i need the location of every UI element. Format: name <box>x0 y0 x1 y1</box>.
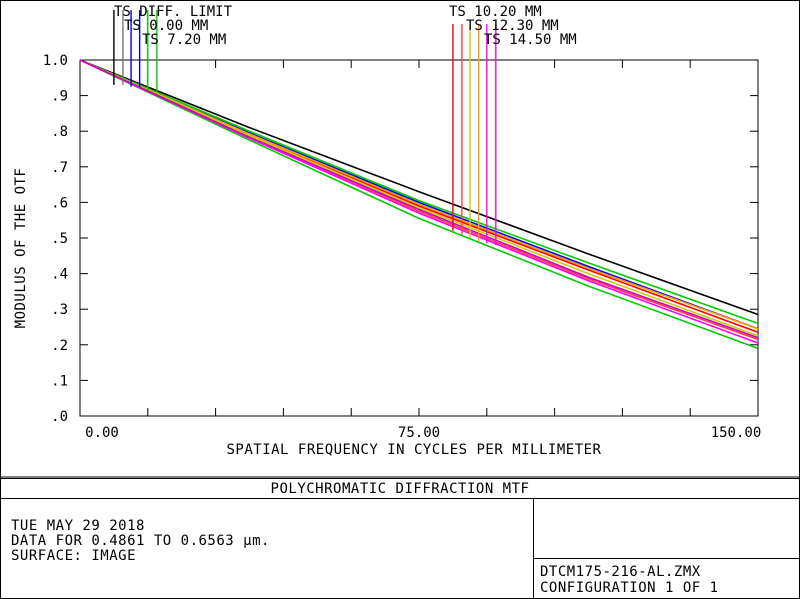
file-info-box <box>533 558 800 599</box>
legend-label-right-1: TS 12.30 MM <box>466 18 559 34</box>
legend-label-left-2: TS 7.20 MM <box>142 32 226 48</box>
series-line-3 <box>79 59 759 350</box>
legend-label-right-0: TS 10.20 MM <box>449 4 542 20</box>
y-tick-label-8: .8 <box>51 124 68 140</box>
legend-label-left-1: TS 0.00 MM <box>124 18 208 34</box>
y-axis-label: MODULUS OF THE OTF <box>13 168 29 329</box>
mtf-chart: .0 .1 .2 .3 .4 .5 .6 .7 .8 .9 1.0 0.00 75.00 150.00 SP… <box>0 4 800 478</box>
x-tick-label-0: 0.00 <box>85 425 119 441</box>
surface-text: SURFACE: IMAGE <box>11 548 137 564</box>
configuration-text: CONFIGURATION 1 OF 1 <box>540 580 719 596</box>
info-panel: TUE MAY 29 2018 DATA FOR 0.4861 TO 0.656… <box>0 498 534 599</box>
y-tick-label-2: .2 <box>51 338 68 354</box>
series-line-9 <box>79 59 759 339</box>
series-line-0 <box>79 59 759 316</box>
file-name-text: DTCM175-216-AL.ZMX <box>540 564 701 580</box>
legend-label-right-2: TS 14.50 MM <box>484 32 577 48</box>
x-axis-label: SPATIAL FREQUENCY IN CYCLES PER MILLIMET… <box>226 442 601 458</box>
y-tick-label-9: .9 <box>51 89 68 105</box>
series-line-7 <box>79 59 759 337</box>
y-tick-label-5: .5 <box>51 231 68 247</box>
y-tick-label-10: 1.0 <box>43 53 68 69</box>
y-tick-label-7: .7 <box>51 160 68 176</box>
y-tick-label-1: .1 <box>51 373 68 389</box>
y-tick-label-4: .4 <box>51 267 68 283</box>
series-line-2 <box>79 59 759 325</box>
title-panel: POLYCHROMATIC DIFFRACTION MTF <box>0 478 800 499</box>
x-tick-label-2: 150.00 <box>711 425 762 441</box>
y-tick-label-3: .3 <box>51 302 68 318</box>
file-panel: DTCM175-216-AL.ZMX CONFIGURATION 1 OF 1 <box>533 498 800 599</box>
y-tick-label-6: .6 <box>51 195 68 211</box>
wavelength-range-text: DATA FOR 0.4861 TO 0.6563 µm. <box>11 533 270 549</box>
chart-title: POLYCHROMATIC DIFFRACTION MTF <box>270 481 530 497</box>
y-tick-label-0: .0 <box>51 409 68 425</box>
series-line-6 <box>79 59 759 330</box>
legend-label-left-0: TS DIFF. LIMIT <box>114 4 233 20</box>
x-tick-label-1: 75.00 <box>398 425 440 441</box>
date-text: TUE MAY 29 2018 <box>11 518 145 534</box>
